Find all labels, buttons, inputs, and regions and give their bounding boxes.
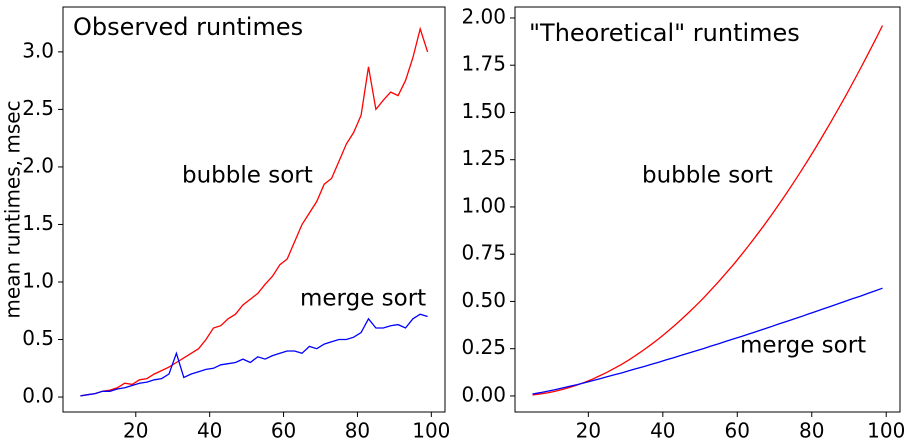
x-tick-label: 20 — [123, 419, 148, 442]
series-label: bubble sort — [642, 163, 773, 189]
y-tick-label: 2.00 — [461, 4, 506, 28]
y-tick-label: 1.00 — [461, 193, 506, 217]
subplot: 0.00 0.25 0.50 0.75 1.00 1.25 1.50 1.75 2.00 20 40… — [461, 4, 905, 442]
x-tick-label: 20 — [576, 419, 601, 442]
plot-frame — [514, 6, 901, 413]
y-tick-label: 1.75 — [461, 52, 506, 76]
x-tick-label: 100 — [867, 419, 905, 442]
x-tick-label: 60 — [271, 419, 296, 442]
x-tick-label: 80 — [345, 419, 370, 442]
y-axis-label: mean runtimes, msec — [1, 100, 25, 318]
data-line — [80, 313, 428, 397]
chart-title: Observed runtimes — [73, 13, 303, 41]
y-tick-label: 1.50 — [461, 99, 506, 123]
x-tick-label: 100 — [412, 419, 450, 442]
y-tick-label: 0.50 — [461, 288, 506, 312]
y-tick-label: 1.0 — [22, 268, 54, 292]
x-tick-label: 40 — [197, 419, 222, 442]
y-tick-label: 3.0 — [22, 38, 54, 62]
y-tick-label: 0.00 — [461, 382, 506, 406]
series-label: bubble sort — [182, 163, 313, 189]
chart-title: "Theoretical" runtimes — [529, 19, 800, 47]
y-tick-label: 2.5 — [22, 96, 54, 120]
x-tick-label: 60 — [725, 419, 750, 442]
y-tick-label: 0.5 — [22, 326, 54, 350]
subplot: 0.0 0.5 1.0 1.5 2.0 2.5 3.0 20 40 60 80 100 bubble s… — [1, 6, 450, 442]
x-tick-label: 80 — [799, 419, 824, 442]
x-tick-label: 40 — [650, 419, 675, 442]
y-tick-label: 2.0 — [22, 153, 54, 177]
data-line — [532, 287, 883, 395]
y-tick-label: 1.5 — [22, 211, 54, 235]
y-tick-label: 1.25 — [461, 146, 506, 170]
data-line — [532, 25, 884, 396]
plot-frame — [62, 6, 446, 413]
y-tick-label: 0.75 — [461, 241, 506, 265]
y-tick-label: 0.0 — [22, 384, 54, 408]
y-tick-label: 0.25 — [461, 335, 506, 359]
data-line — [80, 26, 429, 397]
series-label: merge sort — [740, 333, 866, 359]
series-label: merge sort — [300, 286, 426, 312]
